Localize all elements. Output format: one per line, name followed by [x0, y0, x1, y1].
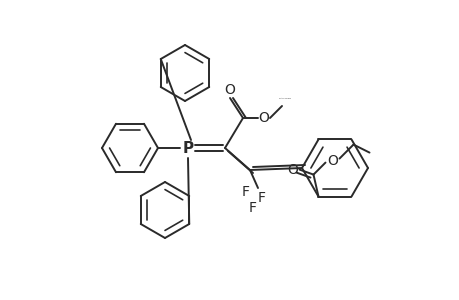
Text: O: O: [326, 154, 337, 168]
Text: methyl line done: methyl line done: [279, 98, 290, 99]
Text: O: O: [224, 83, 235, 97]
Text: O: O: [258, 111, 269, 125]
Text: O: O: [286, 163, 297, 177]
Text: F: F: [248, 201, 257, 215]
Text: F: F: [257, 191, 265, 205]
Text: F: F: [241, 185, 249, 199]
Text: P: P: [182, 140, 193, 155]
